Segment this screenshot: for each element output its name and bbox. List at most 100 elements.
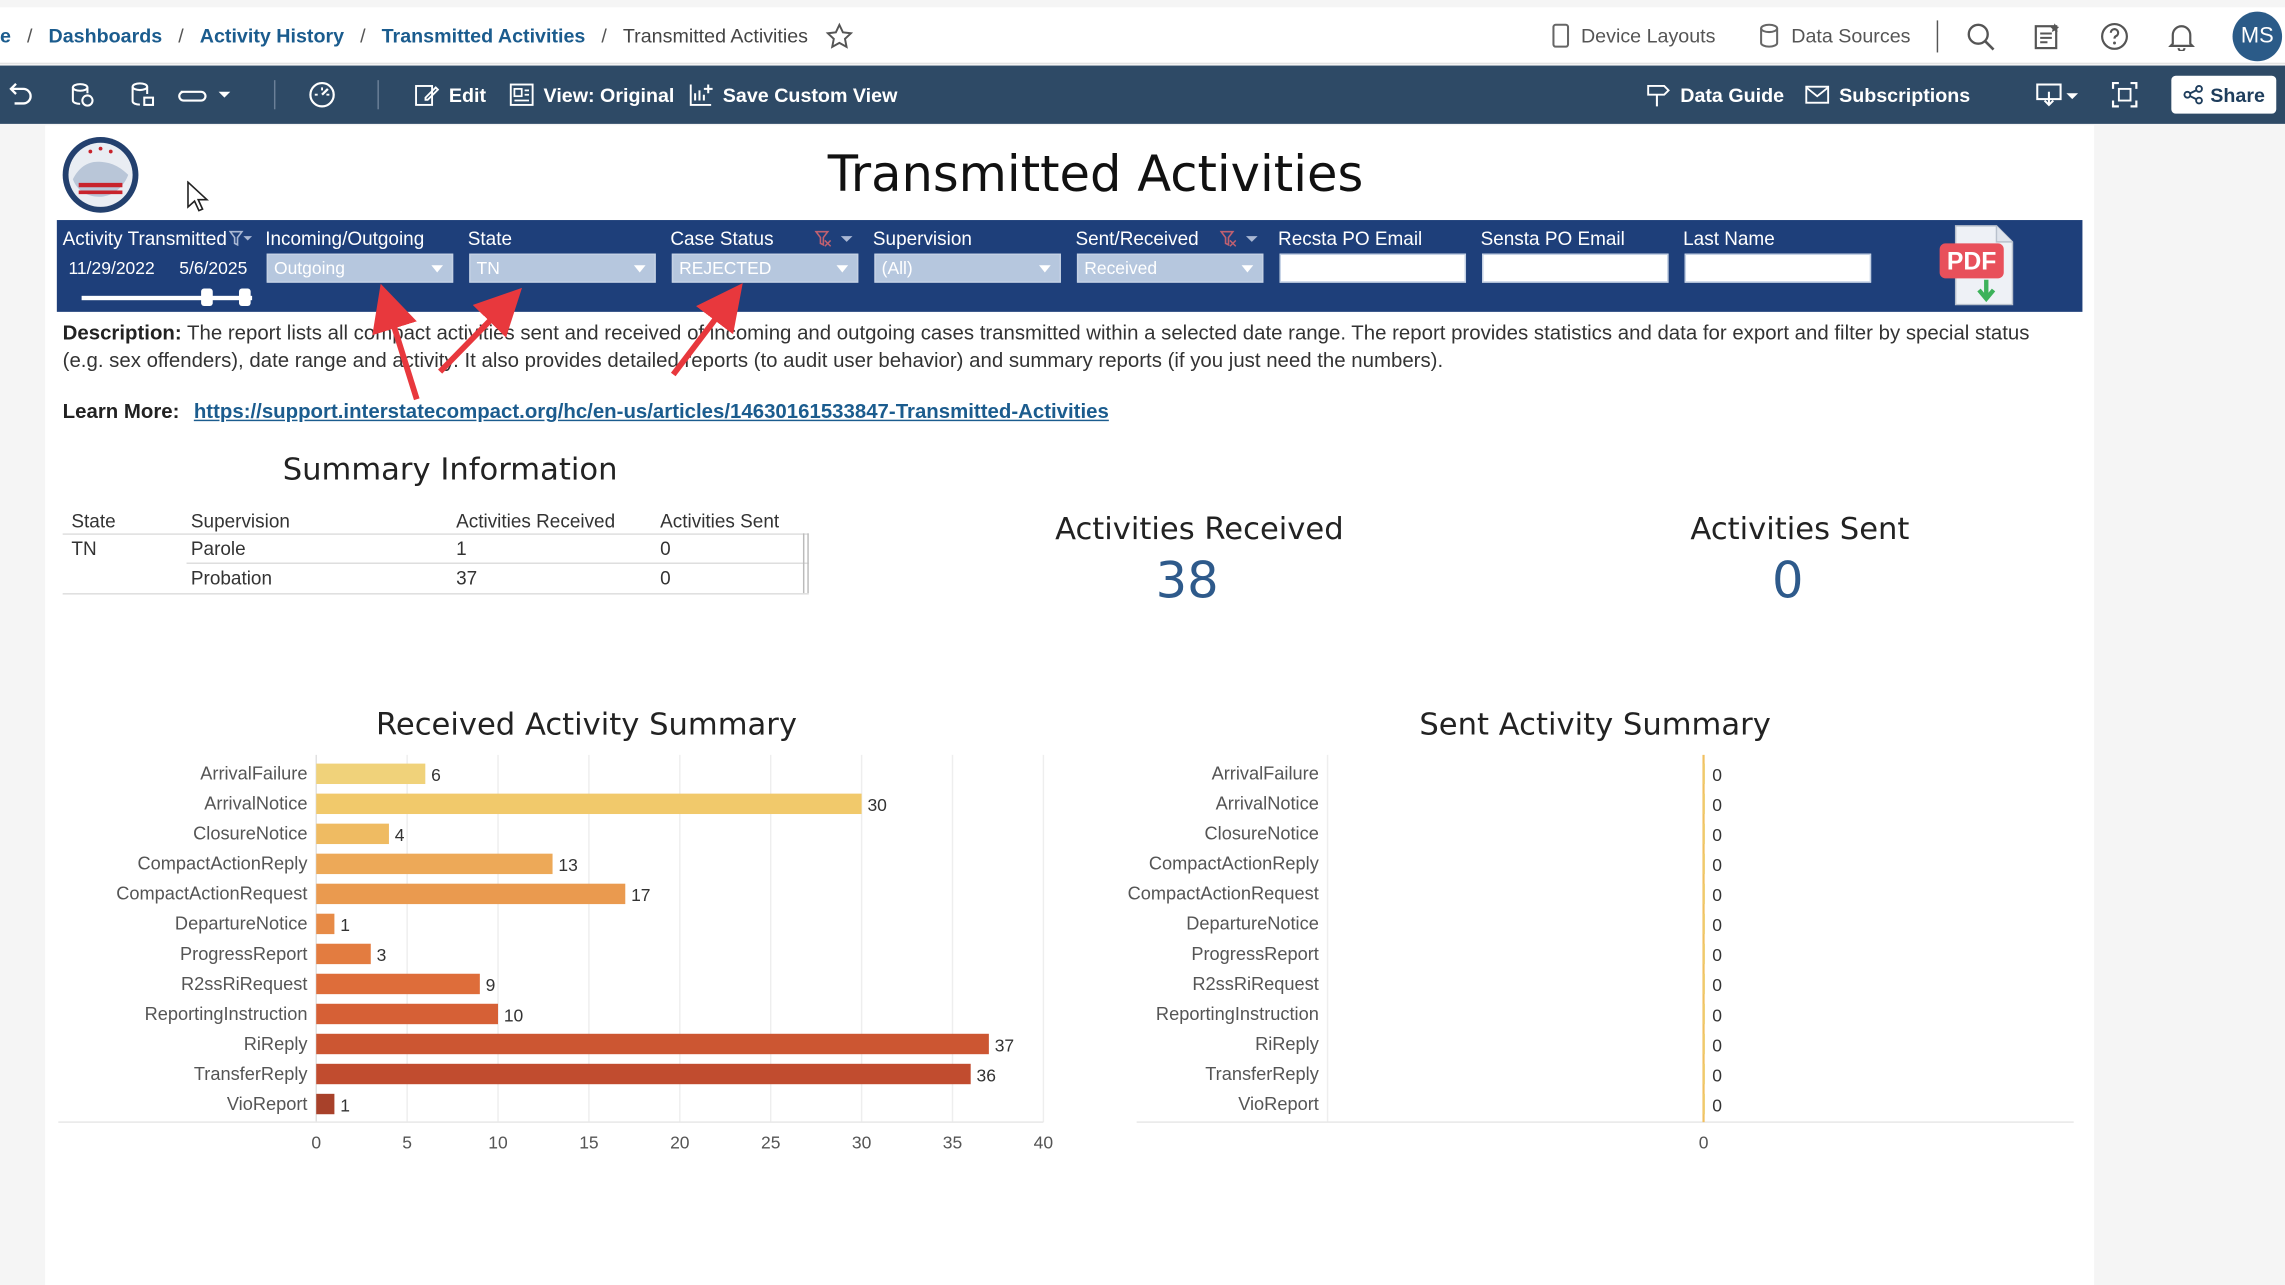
activity-transmitted-label: Activity Transmitted <box>62 227 227 250</box>
summary-header-activities-sent: Activities Sent <box>660 510 780 532</box>
filter-funnel-icon[interactable] <box>814 230 856 247</box>
table-scrollbar[interactable] <box>802 533 809 594</box>
view-toolbar: Edit View: Original Save Custom View Dat… <box>0 65 2285 124</box>
date-range-slider[interactable] <box>81 295 253 301</box>
edit-pencil-icon <box>415 85 440 106</box>
supervision-select[interactable]: (All) <box>874 253 1061 283</box>
chevron-down-icon <box>431 265 444 273</box>
edit-button[interactable]: Edit <box>414 66 486 124</box>
breadcrumb-home[interactable]: e <box>0 24 11 47</box>
notifications-bell-icon[interactable] <box>2166 20 2198 52</box>
table-cell-received: 1 <box>456 537 467 560</box>
recommendations-icon[interactable] <box>2031 20 2063 52</box>
refresh-data-icon[interactable] <box>128 66 157 124</box>
category-label: ReportingInstruction <box>145 1004 308 1024</box>
activities-received-label: Activities Received <box>1055 511 1344 547</box>
device-layouts-button[interactable]: Device Layouts <box>1552 23 1716 48</box>
device-layouts-label: Device Layouts <box>1580 24 1716 47</box>
data-label: 0 <box>1712 1095 1722 1115</box>
last-name-input[interactable] <box>1684 253 1872 283</box>
case-status-label: Case Status <box>670 227 774 250</box>
category-label: DepartureNotice <box>175 914 308 934</box>
data-label: 0 <box>1712 885 1722 905</box>
data-label: 0 <box>1712 945 1722 965</box>
breadcrumb-transmitted-activities[interactable]: Transmitted Activities <box>381 24 586 47</box>
sent-received-select[interactable]: Received <box>1076 253 1264 283</box>
top-right-actions: Device Layouts Data Sources MS <box>1552 7 2285 64</box>
learn-more-label: Learn More: <box>62 399 180 423</box>
table-cell-state: TN <box>71 537 97 560</box>
data-label: 0 <box>1712 975 1722 995</box>
sensta-po-email-input[interactable] <box>1482 253 1669 283</box>
divider <box>1936 19 1939 52</box>
data-label: 0 <box>1712 765 1722 785</box>
filter-funnel-icon[interactable] <box>228 230 253 247</box>
state-select[interactable]: TN <box>469 253 656 283</box>
pdf-download-icon[interactable]: PDF <box>1938 224 2023 306</box>
date-range-start[interactable]: 11/29/2022 <box>68 257 155 279</box>
category-label: CompactActionRequest <box>116 884 307 904</box>
data-sources-button[interactable]: Data Sources <box>1759 23 1910 48</box>
fullscreen-icon[interactable] <box>2110 66 2139 124</box>
table-cell-received: 37 <box>456 566 478 589</box>
last-name-label: Last Name <box>1683 227 1775 250</box>
data-label: 36 <box>977 1065 996 1085</box>
category-label: CompactActionReply <box>1149 854 1320 874</box>
bar <box>316 1033 989 1055</box>
data-label: 0 <box>1712 795 1722 815</box>
bar <box>316 1093 335 1115</box>
data-label: 0 <box>1712 1065 1722 1085</box>
chevron-down-icon <box>836 265 849 273</box>
date-range-slider-handle-start[interactable] <box>201 288 213 307</box>
category-label: ProgressReport <box>1191 944 1318 964</box>
avatar[interactable]: MS <box>2232 10 2283 61</box>
bar <box>316 943 371 965</box>
toolbar-divider <box>273 80 276 110</box>
undo-icon[interactable] <box>6 66 35 124</box>
filter-funnel-icon[interactable] <box>1219 230 1261 247</box>
breadcrumb-activity-history[interactable]: Activity History <box>199 24 345 47</box>
share-button[interactable]: Share <box>2171 75 2277 114</box>
incoming-outgoing-select[interactable]: Outgoing <box>266 253 454 283</box>
sensta-po-email-label: Sensta PO Email <box>1480 227 1625 250</box>
breadcrumb-dashboards[interactable]: Dashboards <box>48 24 163 47</box>
x-tick-label: 5 <box>402 1132 412 1152</box>
bar <box>316 793 862 815</box>
save-custom-view-button[interactable]: Save Custom View <box>688 66 897 124</box>
download-icon[interactable] <box>2034 66 2081 124</box>
summary-header-supervision: Supervision <box>190 510 290 532</box>
bar <box>316 1003 499 1025</box>
help-icon[interactable] <box>2098 20 2130 52</box>
x-tick-label: 0 <box>311 1132 321 1152</box>
table-cell-supervision: Parole <box>190 537 246 560</box>
pause-updates-icon[interactable] <box>176 66 234 124</box>
x-tick-label: 25 <box>761 1132 780 1152</box>
signpost-icon <box>1647 85 1670 107</box>
case-status-select[interactable]: REJECTED <box>671 253 859 283</box>
search-icon[interactable] <box>1964 20 1996 52</box>
view-original-button[interactable]: View: Original <box>509 66 674 124</box>
mail-icon <box>1805 85 1830 104</box>
revert-icon[interactable] <box>67 66 96 124</box>
category-label: ClosureNotice <box>193 824 307 844</box>
device-icon <box>1552 23 1569 48</box>
category-label: ReportingInstruction <box>1156 1004 1319 1024</box>
favorite-star-icon[interactable] <box>826 21 855 50</box>
data-label: 0 <box>1712 1005 1722 1025</box>
data-label: 1 <box>340 1095 350 1115</box>
category-label: ArrivalFailure <box>1212 764 1319 784</box>
data-guide-button[interactable]: Data Guide <box>1645 66 1784 124</box>
bar <box>316 853 553 875</box>
data-label: 10 <box>504 1005 524 1025</box>
date-range-slider-handle-end[interactable] <box>238 288 251 307</box>
bar <box>1703 853 1706 875</box>
category-label: RiReply <box>244 1034 309 1054</box>
learn-more-link[interactable]: https://support.interstatecompact.org/hc… <box>193 399 1109 423</box>
recsta-po-email-label: Recsta PO Email <box>1278 227 1423 250</box>
recsta-po-email-input[interactable] <box>1279 253 1467 283</box>
edit-label: Edit <box>448 83 486 106</box>
x-tick-label: 0 <box>1699 1132 1709 1152</box>
date-range-end[interactable]: 5/6/2025 <box>179 257 248 279</box>
subscriptions-button[interactable]: Subscriptions <box>1804 66 1970 124</box>
performance-gauge-icon[interactable] <box>307 66 336 124</box>
